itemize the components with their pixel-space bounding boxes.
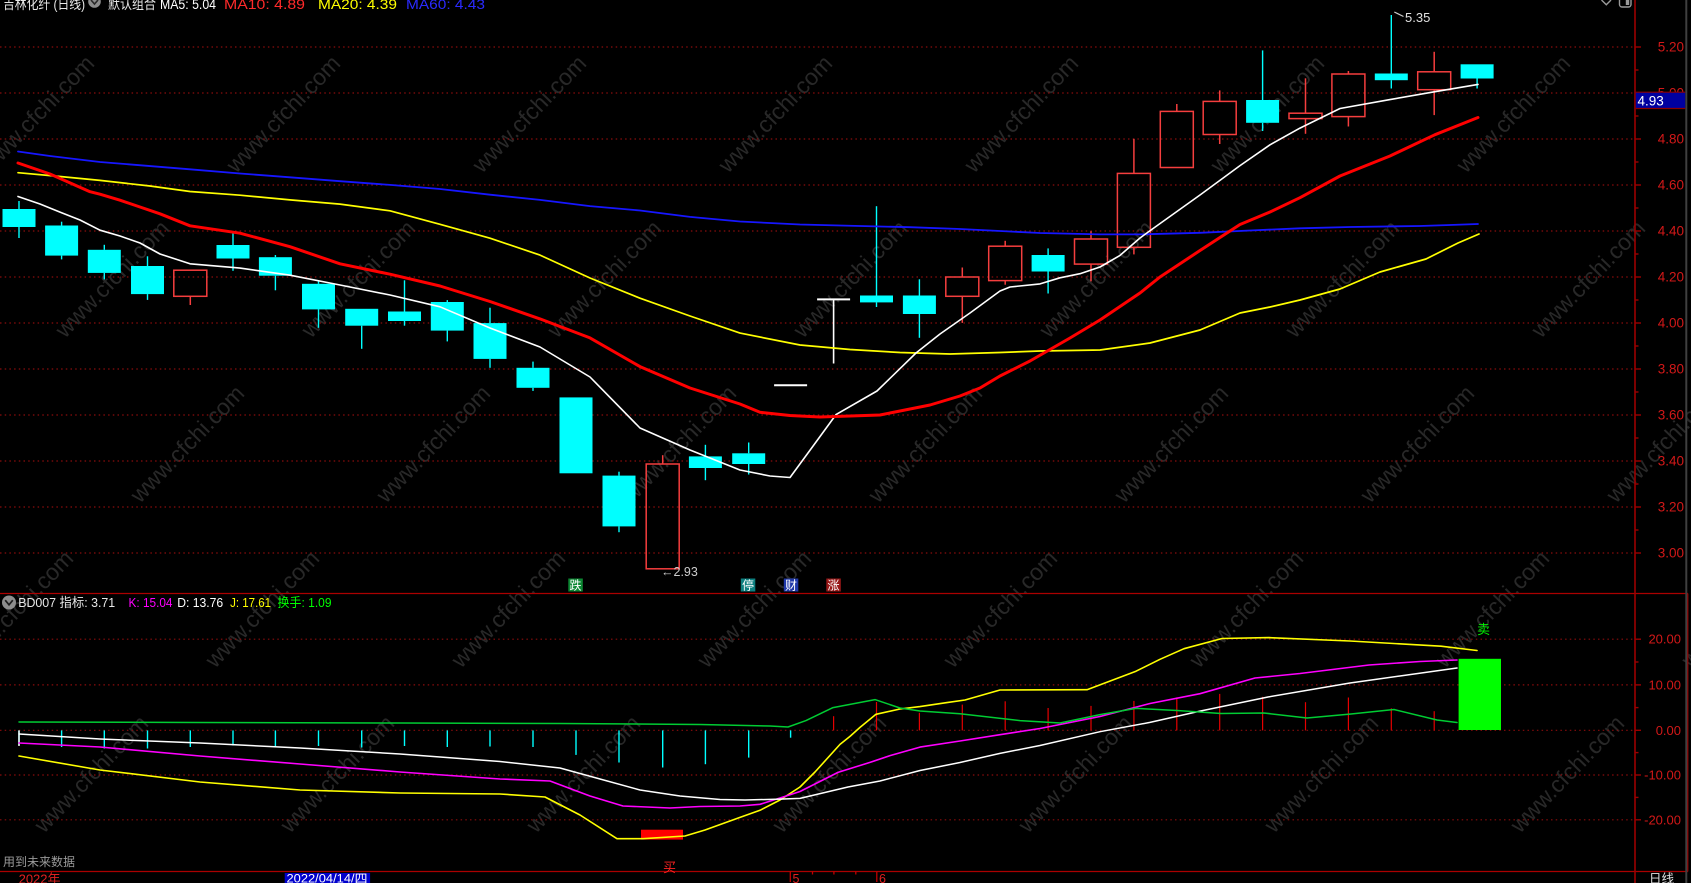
svg-text:MA60: 4.43: MA60: 4.43 <box>406 0 485 12</box>
svg-text:买: 买 <box>663 860 676 875</box>
svg-text:20.00: 20.00 <box>1648 632 1681 647</box>
svg-text:4.93: 4.93 <box>1638 94 1664 109</box>
svg-text:BD007 指标: 3.71: BD007 指标: 3.71 <box>18 595 115 610</box>
svg-text:3.20: 3.20 <box>1658 500 1684 515</box>
svg-text:0.00: 0.00 <box>1656 723 1681 738</box>
svg-text:6: 6 <box>879 872 886 883</box>
svg-text:3.00: 3.00 <box>1658 546 1684 561</box>
svg-text:3.80: 3.80 <box>1658 362 1684 377</box>
svg-text:卖: 卖 <box>1477 622 1490 637</box>
svg-text:4.40: 4.40 <box>1658 224 1684 239</box>
svg-text:4.20: 4.20 <box>1658 270 1684 285</box>
svg-text:财: 财 <box>785 579 797 593</box>
svg-text:J: 17.61: J: 17.61 <box>230 595 271 610</box>
svg-text:5.20: 5.20 <box>1658 40 1684 55</box>
svg-text:4.60: 4.60 <box>1658 178 1684 193</box>
svg-text:跌: 跌 <box>570 578 582 593</box>
svg-text:MA20: 4.39: MA20: 4.39 <box>318 0 397 12</box>
svg-text:换手: 1.09: 换手: 1.09 <box>278 595 332 610</box>
svg-text:MA5: 5.04: MA5: 5.04 <box>160 0 216 12</box>
svg-text:2022年: 2022年 <box>19 872 61 883</box>
svg-text:4.80: 4.80 <box>1658 132 1684 147</box>
svg-text:←2.93: ←2.93 <box>661 565 698 579</box>
svg-text:K: 15.04: K: 15.04 <box>129 595 173 610</box>
svg-text:3.40: 3.40 <box>1658 454 1684 469</box>
svg-text:MA10: 4.89: MA10: 4.89 <box>224 0 305 12</box>
svg-text:-10.00: -10.00 <box>1644 768 1681 783</box>
svg-text:停: 停 <box>742 578 754 593</box>
svg-text:涨: 涨 <box>828 578 840 593</box>
svg-text:2022/04/14/四: 2022/04/14/四 <box>287 874 368 883</box>
svg-text:吉林化纤 (日线): 吉林化纤 (日线) <box>3 0 85 12</box>
svg-text:5: 5 <box>793 872 800 883</box>
svg-text:-20.00: -20.00 <box>1644 812 1681 827</box>
svg-text:日线: 日线 <box>1649 872 1675 883</box>
svg-text:D: 13.76: D: 13.76 <box>177 595 223 610</box>
svg-text:默认组合: 默认组合 <box>108 0 156 12</box>
svg-text:用到未来数据: 用到未来数据 <box>3 854 75 869</box>
svg-text:5.35: 5.35 <box>1405 10 1430 25</box>
svg-text:4.00: 4.00 <box>1658 316 1684 331</box>
svg-text:10.00: 10.00 <box>1648 677 1681 692</box>
svg-text:3.60: 3.60 <box>1658 408 1684 423</box>
